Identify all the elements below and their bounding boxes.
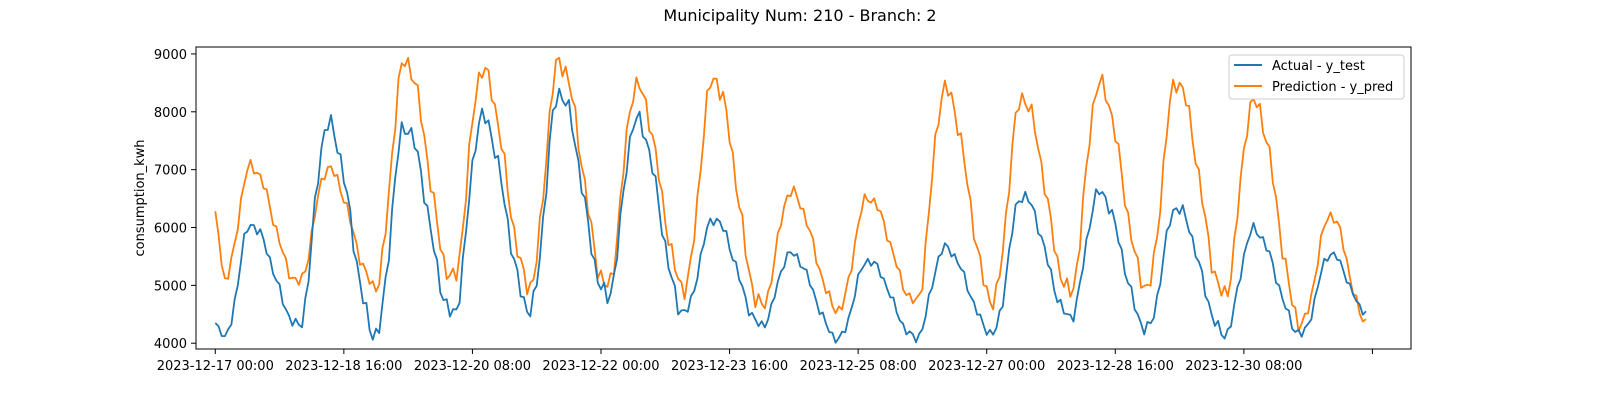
y-tick-label: 7000 <box>154 164 187 179</box>
y-axis-label: consumption_kwh <box>133 139 148 256</box>
chart-title: Municipality Num: 210 - Branch: 2 <box>663 6 937 25</box>
y-axis: 4000 5000 6000 7000 8000 9000 <box>154 48 196 352</box>
x-tick-label: 2023-12-22 00:00 <box>542 359 659 374</box>
legend: Actual - y_test Prediction - y_pred <box>1228 54 1405 100</box>
plot-area-frame <box>195 46 1412 350</box>
x-tick-label: 2023-12-17 00:00 <box>157 359 274 374</box>
x-tick-label: 2023-12-28 16:00 <box>1057 359 1174 374</box>
legend-label-prediction: Prediction - y_pred <box>1272 80 1393 95</box>
y-tick-label: 8000 <box>154 106 187 121</box>
legend-box <box>1228 54 1405 100</box>
x-tick-label: 2023-12-27 00:00 <box>928 359 1045 374</box>
series-line-actual <box>214 87 1367 344</box>
y-tick-label: 5000 <box>154 279 187 294</box>
legend-label-actual: Actual - y_test <box>1272 59 1365 74</box>
series-lines <box>214 56 1367 344</box>
x-tick-label: 2023-12-18 16:00 <box>285 359 402 374</box>
y-tick-label: 4000 <box>154 337 187 352</box>
y-tick-label: 9000 <box>154 48 187 63</box>
x-axis: 2023-12-17 00:00 2023-12-18 16:00 2023-12-… <box>157 349 1373 374</box>
x-tick-label: 2023-12-30 08:00 <box>1185 359 1302 374</box>
x-tick-label: 2023-12-25 08:00 <box>800 359 917 374</box>
x-tick-label: 2023-12-20 08:00 <box>414 359 531 374</box>
x-tick-label: 2023-12-23 16:00 <box>671 359 788 374</box>
y-tick-label: 6000 <box>154 222 187 237</box>
series-line-prediction <box>214 56 1367 333</box>
